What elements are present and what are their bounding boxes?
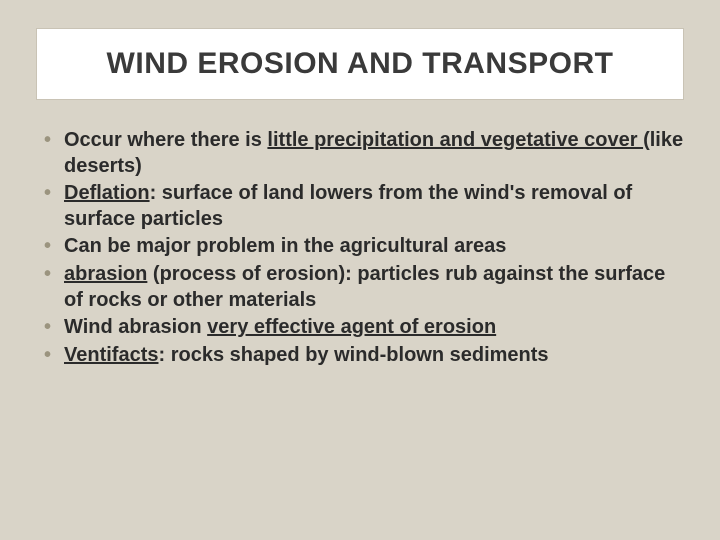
title-box: WIND EROSION AND TRANSPORT bbox=[36, 28, 684, 100]
list-item: Occur where there is little precipitatio… bbox=[42, 128, 684, 179]
text-segment: Wind abrasion bbox=[64, 316, 207, 338]
slide: WIND EROSION AND TRANSPORT Occur where t… bbox=[0, 0, 720, 540]
text-segment: : rocks shaped by wind-blown sediments bbox=[158, 344, 548, 366]
list-item: Can be major problem in the agricultural… bbox=[42, 234, 684, 260]
list-item: Wind abrasion very effective agent of er… bbox=[42, 315, 684, 341]
text-segment: little precipitation and vegetative cove… bbox=[267, 129, 643, 151]
text-segment: Ventifacts bbox=[64, 344, 158, 366]
text-segment: : surface of land lowers from the wind's… bbox=[64, 182, 632, 230]
list-item: Deflation: surface of land lowers from t… bbox=[42, 181, 684, 232]
text-segment: (process of erosion): particles rub agai… bbox=[64, 263, 665, 311]
text-segment: Can be major problem in the agricultural… bbox=[64, 235, 506, 257]
text-segment: Deflation bbox=[64, 182, 150, 204]
text-segment: abrasion bbox=[64, 263, 147, 285]
bullet-list: Occur where there is little precipitatio… bbox=[36, 128, 684, 368]
list-item: Ventifacts: rocks shaped by wind-blown s… bbox=[42, 343, 684, 369]
page-title: WIND EROSION AND TRANSPORT bbox=[59, 47, 661, 81]
text-segment: very effective agent of erosion bbox=[207, 316, 496, 338]
text-segment: Occur where there is bbox=[64, 129, 267, 151]
list-item: abrasion (process of erosion): particles… bbox=[42, 262, 684, 313]
